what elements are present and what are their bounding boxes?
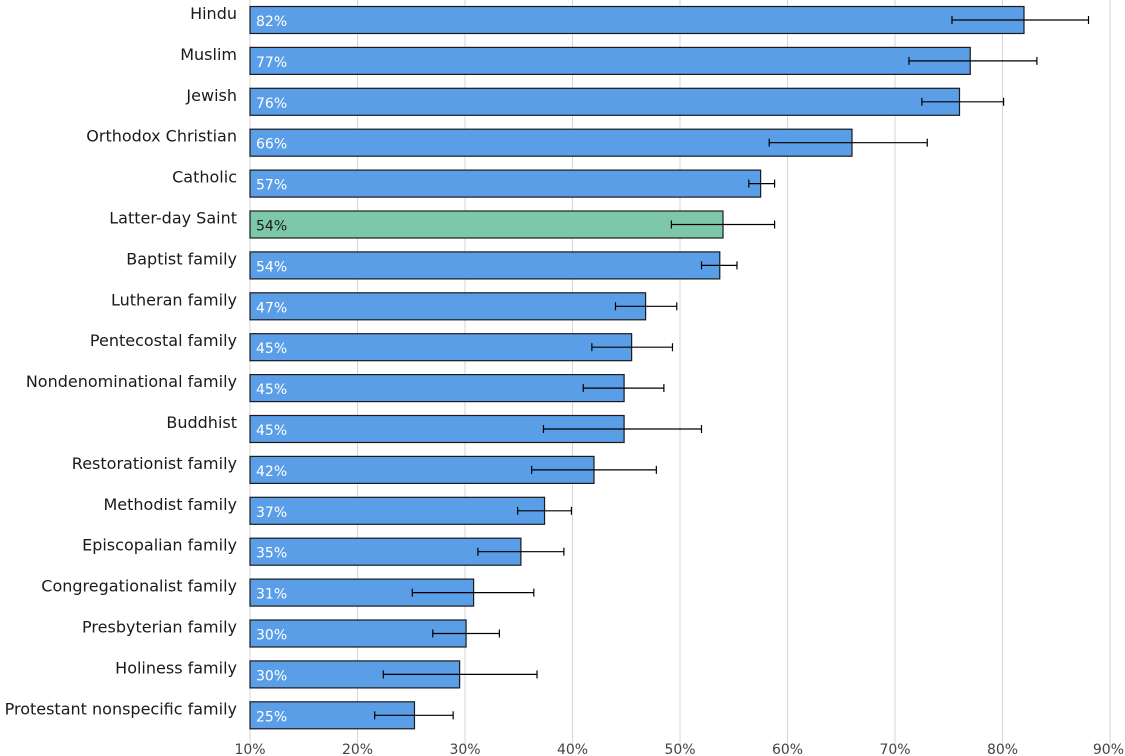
category-label: Pentecostal family <box>90 331 237 350</box>
bar-3 <box>249 128 853 157</box>
error-bar <box>432 629 500 638</box>
value-label: 45% <box>256 382 287 398</box>
category-labels: Hindu Muslim Jewish Orthodox Christian Catho… <box>5 4 237 718</box>
value-label: 66% <box>256 137 287 153</box>
error-bar <box>921 97 1005 106</box>
error-bar <box>542 425 703 433</box>
category-label: Restorationist family <box>72 454 237 473</box>
category-label: Catholic <box>172 168 237 187</box>
bar-0 <box>249 5 1025 35</box>
x-tick-label: 80% <box>987 742 1018 756</box>
value-label: 47% <box>256 300 287 316</box>
bar-6 <box>249 251 721 280</box>
bars: 82% 77% 76% 66% 57% 54% 54% 47% 45% 45% 45% 42% 37% 3… <box>249 5 1090 730</box>
category-label: Hindu <box>190 4 237 23</box>
category-label: Protestant nonspecific family <box>5 699 237 718</box>
error-bar <box>748 179 776 188</box>
error-bar <box>591 343 674 352</box>
bar-12 <box>249 496 546 525</box>
error-bar <box>768 138 928 147</box>
value-label: 30% <box>256 668 287 684</box>
x-tick-label: 30% <box>449 742 480 756</box>
error-bar <box>477 547 565 556</box>
error-bar <box>908 56 1038 65</box>
error-bar <box>670 220 776 229</box>
value-label: 31% <box>256 587 287 603</box>
x-tick-label: 90% <box>1093 742 1124 756</box>
bar-1 <box>249 46 971 76</box>
value-label: 77% <box>256 55 287 71</box>
error-bar <box>531 465 657 474</box>
bar-7 <box>249 292 647 321</box>
value-label: 25% <box>256 709 287 725</box>
category-label: Baptist family <box>126 249 237 268</box>
error-bar <box>517 506 573 515</box>
category-label: Orthodox Christian <box>86 127 237 146</box>
error-bar <box>374 711 454 720</box>
bar-15 <box>249 619 467 648</box>
category-label: Buddhist <box>166 413 237 432</box>
error-bar <box>951 16 1090 24</box>
category-label: Muslim <box>180 45 237 64</box>
category-label: Lutheran family <box>111 290 237 309</box>
x-tick-label: 10% <box>234 742 265 756</box>
bar-5 <box>249 210 724 239</box>
category-label: Nondenominational family <box>26 372 237 391</box>
value-label: 57% <box>256 178 287 194</box>
error-bar <box>614 302 678 311</box>
value-label: 82% <box>256 14 287 30</box>
x-tick-label: 60% <box>772 742 803 756</box>
error-bar <box>700 261 738 270</box>
value-label: 30% <box>256 628 287 644</box>
category-label: Methodist family <box>103 495 237 514</box>
x-tick-label: 70% <box>879 742 910 756</box>
bar-8 <box>249 333 633 362</box>
category-label: Holiness family <box>115 658 237 677</box>
error-bar <box>382 670 538 679</box>
error-bar <box>582 384 665 393</box>
x-tick-label: 50% <box>664 742 695 756</box>
x-tick-label: 40% <box>557 742 588 756</box>
category-label: Congregationalist family <box>41 577 237 596</box>
value-label: 76% <box>256 96 287 112</box>
category-label: Latter-day Saint <box>109 209 237 228</box>
value-label: 45% <box>256 341 287 357</box>
value-label: 35% <box>256 546 287 562</box>
value-label: 42% <box>256 464 287 480</box>
value-label: 54% <box>256 219 287 235</box>
bar-9 <box>249 374 625 403</box>
grid-lines <box>249 0 1111 748</box>
value-label: 37% <box>256 505 287 521</box>
category-label: Jewish <box>185 86 237 105</box>
value-label: 45% <box>256 423 287 439</box>
x-tick-label: 20% <box>342 742 373 756</box>
bar-2 <box>249 87 961 116</box>
error-bar <box>411 588 535 597</box>
category-label: Episcopalian family <box>82 536 237 555</box>
value-label: 54% <box>256 259 287 275</box>
bar-4 <box>249 169 762 198</box>
x-axis-ticks: 10% 20% 30% 40% 50% 60% 70% 80% 90% <box>234 742 1124 756</box>
category-label: Presbyterian family <box>82 618 237 637</box>
bar-11 <box>249 455 595 484</box>
